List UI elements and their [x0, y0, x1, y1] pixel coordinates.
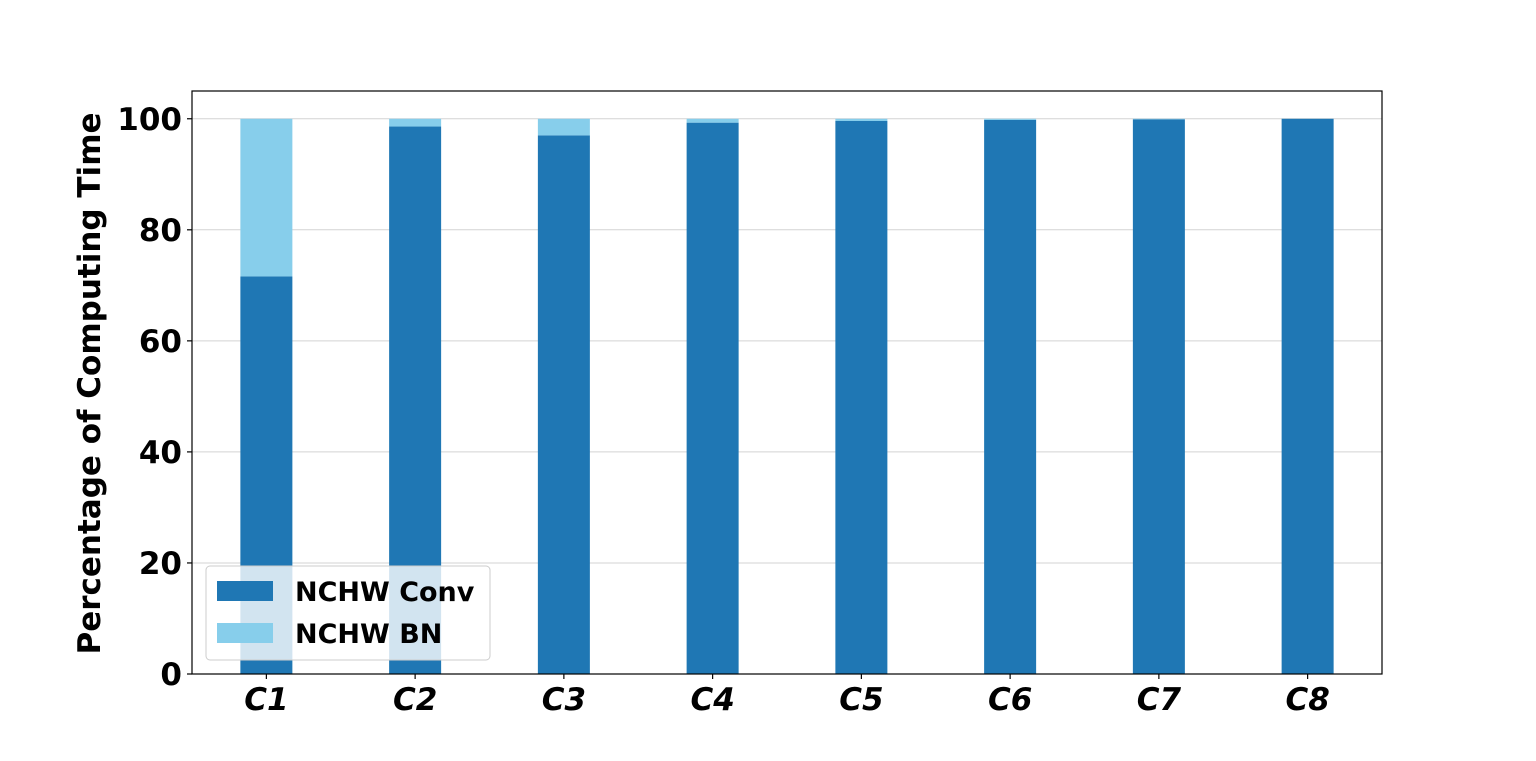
bar-nchw-conv-c6: [984, 119, 1037, 675]
bar-nchw-bn-c1: [240, 118, 293, 277]
bar-nchw-bn-c5: [835, 118, 888, 121]
legend-swatch-nchw-conv: [217, 581, 273, 601]
bar-nchw-conv-c8: [1281, 118, 1334, 674]
x-tick-label-c3: C3: [542, 682, 586, 718]
x-tick-label-c8: C8: [1285, 682, 1329, 718]
plot-frame: [191, 90, 1383, 675]
y-tick-label: 100: [117, 102, 182, 138]
y-axis-ticks: 0 20 40 60 80 100: [117, 102, 192, 693]
y-tick-label: 0: [160, 657, 182, 693]
y-tick-label: 20: [139, 546, 182, 582]
bar-nchw-conv-c7: [1132, 119, 1185, 675]
x-tick-label-c5: C5: [839, 682, 883, 718]
bar-nchw-bn-c7: [1132, 118, 1185, 120]
bar-nchw-bn-c3: [537, 118, 590, 136]
legend-swatch-nchw-bn: [217, 623, 273, 643]
bar-nchw-bn-c6: [984, 118, 1037, 120]
bar-nchw-conv-c5: [835, 120, 888, 675]
bar-nchw-conv-c4: [686, 122, 739, 675]
y-tick-label: 40: [139, 435, 182, 471]
bar-nchw-bn-c4: [686, 118, 739, 123]
legend-box: [205, 565, 491, 661]
y-axis-label: Percentage of Computing Time: [72, 112, 108, 654]
legend: NCHW Conv NCHW BN: [205, 565, 491, 661]
legend-label-nchw-conv: NCHW Conv: [295, 577, 475, 608]
bar-nchw-conv-c3: [537, 135, 590, 674]
x-tick-label-c2: C2: [393, 682, 437, 718]
x-tick-label-c7: C7: [1137, 682, 1182, 718]
bar-nchw-bn-c2: [389, 118, 442, 127]
x-tick-label-c6: C6: [988, 682, 1032, 718]
y-tick-label: 80: [139, 213, 182, 249]
x-tick-label-c4: C4: [690, 682, 734, 718]
y-tick-label: 60: [139, 324, 182, 360]
legend-label-nchw-bn: NCHW BN: [295, 619, 442, 650]
x-tick-label-c1: C1: [244, 682, 288, 718]
x-axis-ticks: C1 C2 C3 C4 C5 C6 C7 C8: [244, 674, 1330, 718]
